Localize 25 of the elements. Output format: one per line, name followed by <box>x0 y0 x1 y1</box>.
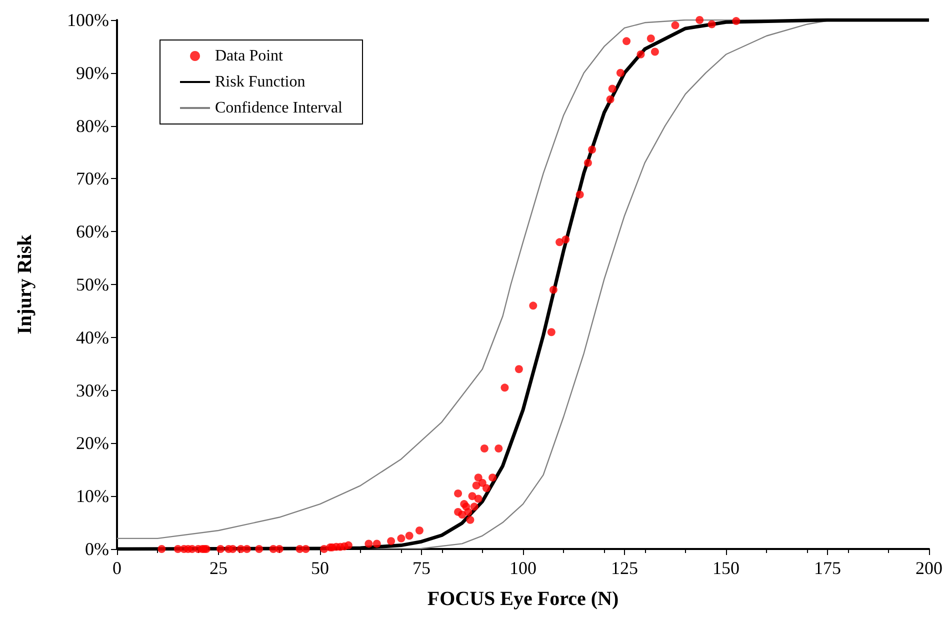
y-tick-label: 100% <box>67 10 109 30</box>
y-tick-label: 80% <box>76 116 109 136</box>
x-tick-label: 0 <box>112 558 122 578</box>
y-tick-label: 20% <box>76 433 109 454</box>
y-tick-label: 70% <box>76 168 109 189</box>
x-tick-label: 100 <box>510 558 536 578</box>
y-tick-label: 50% <box>76 274 109 294</box>
legend-label: Data Point <box>215 48 284 64</box>
y-tick-label: 30% <box>76 380 109 400</box>
y-tick-label: 90% <box>76 62 109 83</box>
x-tick-label: 175 <box>814 558 841 578</box>
x-tick-label: 150 <box>712 558 740 578</box>
x-axis-title: FOCUS Eye Force (N) <box>427 588 619 610</box>
y-tick-label: 60% <box>76 222 109 242</box>
y-tick-label: 40% <box>76 327 109 348</box>
x-tick-label: 25 <box>210 558 228 578</box>
x-tick-label: 75 <box>412 558 430 578</box>
y-axis-title: Injury Risk <box>14 234 36 334</box>
legend-label: Confidence Interval <box>215 100 344 116</box>
y-tick-label: 10% <box>76 486 109 506</box>
x-tick-label: 200 <box>916 558 942 578</box>
y-tick-label: 0% <box>85 539 109 559</box>
x-tick-label: 125 <box>611 558 638 578</box>
legend-label: Risk Function <box>215 74 306 90</box>
x-tick-label: 50 <box>311 558 329 578</box>
